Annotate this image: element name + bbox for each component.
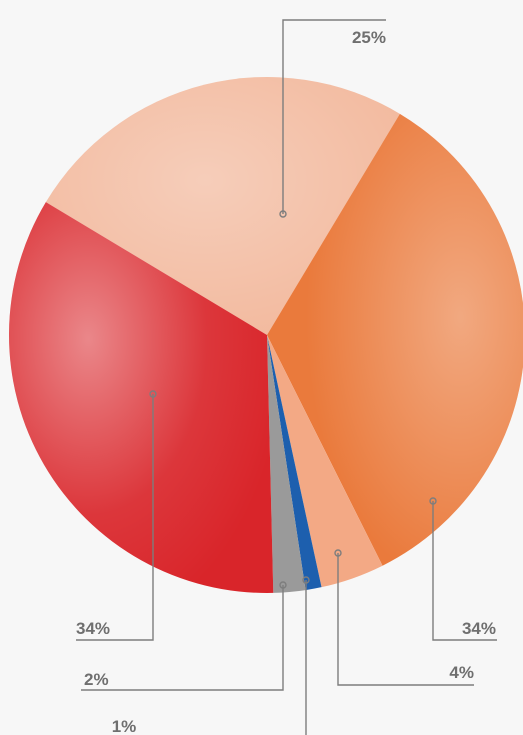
leader-dot-3	[334, 549, 342, 557]
leader-line-1	[282, 19, 386, 214]
leader-line-2	[432, 501, 497, 641]
slice-label-6: 34%	[76, 619, 110, 638]
pie-slice-6-sheen	[9, 202, 274, 593]
leader-line-5	[81, 585, 284, 691]
slice-label-5: 2%	[84, 670, 109, 689]
leader-dot-6	[149, 390, 157, 398]
pie-slice-1-sheen	[45, 76, 400, 336]
leader-line-3	[337, 553, 474, 686]
slice-label-4: 1%	[112, 717, 137, 735]
leader-dot-2	[429, 497, 437, 505]
leader-line-6	[76, 394, 154, 641]
slice-label-1: 25%	[352, 28, 386, 47]
leader-dot-4	[302, 576, 310, 584]
slice-label-2: 34%	[462, 619, 496, 638]
pie-slice-3	[267, 335, 383, 588]
leader-dot-1	[279, 210, 287, 218]
pie-slice-4	[267, 335, 322, 591]
leader-dot-5	[279, 581, 287, 589]
slice-label-3: 4%	[449, 663, 474, 682]
pie-slice-2-sheen	[267, 113, 523, 566]
pie-slice-5	[267, 335, 306, 593]
